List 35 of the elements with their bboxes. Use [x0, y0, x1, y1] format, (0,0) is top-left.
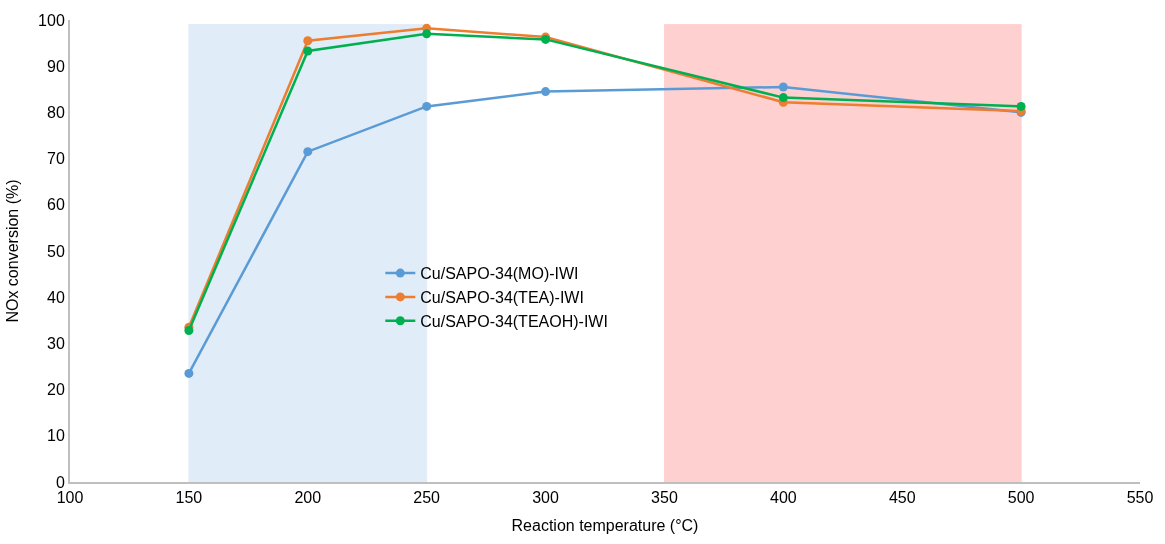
- point: [778, 82, 788, 92]
- point: [303, 36, 313, 46]
- y-tick-label: 90: [47, 57, 65, 75]
- y-tick-label: 80: [47, 104, 65, 121]
- x-tick-label: 300: [532, 489, 560, 507]
- y-axis-title: NOx conversion (%): [4, 179, 22, 323]
- x-tick-label: 200: [294, 489, 322, 507]
- y-tick-label: 40: [47, 288, 65, 306]
- y-tick-label: 30: [47, 335, 65, 352]
- y-tick-label: 60: [47, 196, 65, 214]
- legend-label: Cu/SAPO-34(TEA)-IWI: [420, 289, 584, 307]
- point: [422, 101, 432, 111]
- legend-label: Cu/SAPO-34(TEAOH)-IWI: [420, 312, 608, 330]
- y-tick-label: 10: [47, 427, 65, 445]
- x-tick-label: 500: [1007, 489, 1035, 507]
- x-tick-label: 250: [413, 489, 441, 507]
- point: [303, 147, 313, 157]
- x-tick-label: 150: [175, 489, 203, 507]
- y-tick-label: 50: [47, 242, 65, 260]
- x-tick-label: 400: [769, 489, 797, 507]
- point: [778, 93, 788, 103]
- y-tick-label: 20: [47, 381, 65, 399]
- point: [1016, 101, 1026, 111]
- x-axis-title: Reaction temperature (°C): [511, 517, 699, 535]
- point: [541, 87, 551, 97]
- point: [303, 46, 313, 56]
- x-tick-label: 450: [888, 489, 916, 507]
- y-tick-label: 70: [47, 150, 65, 168]
- point: [184, 368, 194, 378]
- y-tick-label: 100: [38, 11, 65, 29]
- x-tick-label: 350: [651, 489, 678, 507]
- legend-label: Cu/SAPO-34(MO)-IWI: [420, 265, 579, 283]
- point: [422, 29, 432, 39]
- y-tick-label: 0: [55, 473, 65, 491]
- x-tick-label: 550: [1126, 489, 1154, 507]
